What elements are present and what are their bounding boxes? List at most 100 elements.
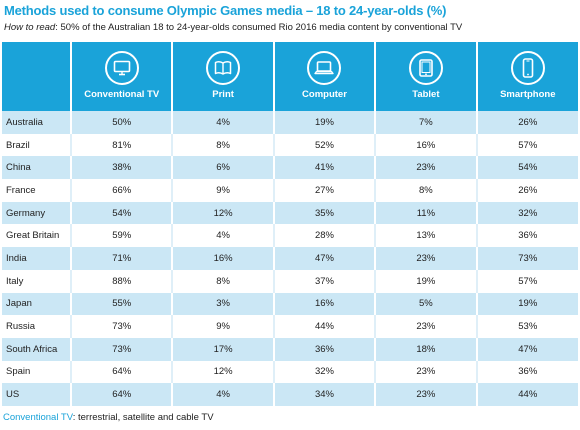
value-cell: 73% bbox=[475, 247, 578, 270]
value-cell: 16% bbox=[171, 247, 274, 270]
value-cell: 11% bbox=[374, 201, 477, 225]
value-cell: 50% bbox=[69, 111, 173, 134]
value-cell: 32% bbox=[475, 201, 578, 225]
value-cell: 52% bbox=[272, 133, 376, 157]
value-cell: 34% bbox=[272, 383, 376, 406]
column-label: Computer bbox=[302, 89, 347, 100]
value-cell: 23% bbox=[374, 360, 477, 384]
how-to-read-text: : 50% of the Australian 18 to 24-year-ol… bbox=[55, 22, 463, 33]
value-cell: 47% bbox=[475, 337, 578, 361]
smartphone-icon bbox=[510, 51, 545, 85]
value-cell: 54% bbox=[475, 156, 578, 180]
value-cell: 71% bbox=[69, 247, 173, 270]
country-name: China bbox=[2, 156, 71, 180]
table-row-germany: Germany 54% 12% 35% 11% 32% bbox=[2, 201, 578, 225]
country-name: India bbox=[2, 247, 71, 270]
footnote-term: Conventional TV bbox=[3, 412, 73, 423]
value-cell: 36% bbox=[272, 337, 376, 361]
table-row-france: France 66% 9% 27% 8% 26% bbox=[2, 179, 578, 202]
table-row-south-africa: South Africa 73% 17% 36% 18% 47% bbox=[2, 337, 578, 361]
value-cell: 36% bbox=[475, 360, 578, 384]
column-header-smartphone: Smartphone bbox=[475, 42, 578, 111]
value-cell: 4% bbox=[171, 224, 274, 248]
country-name: Great Britain bbox=[2, 224, 71, 248]
value-cell: 19% bbox=[374, 269, 477, 293]
book-icon bbox=[206, 51, 241, 85]
laptop-icon bbox=[307, 51, 342, 85]
value-cell: 23% bbox=[374, 383, 477, 406]
value-cell: 13% bbox=[374, 224, 477, 248]
country-name: Brazil bbox=[2, 133, 71, 157]
value-cell: 4% bbox=[171, 111, 274, 134]
value-cell: 64% bbox=[69, 383, 173, 406]
header-row: Conventional TV Print Computer Tablet bbox=[2, 42, 578, 111]
value-cell: 26% bbox=[475, 111, 578, 134]
value-cell: 55% bbox=[69, 292, 173, 316]
value-cell: 23% bbox=[374, 247, 477, 270]
value-cell: 12% bbox=[171, 360, 274, 384]
country-name: US bbox=[2, 383, 71, 406]
country-name: Japan bbox=[2, 292, 71, 316]
value-cell: 18% bbox=[374, 337, 477, 361]
value-cell: 19% bbox=[475, 292, 578, 316]
country-name: South Africa bbox=[2, 337, 71, 361]
value-cell: 3% bbox=[171, 292, 274, 316]
value-cell: 8% bbox=[171, 133, 274, 157]
value-cell: 73% bbox=[69, 315, 173, 338]
table-row-russia: Russia 73% 9% 44% 23% 53% bbox=[2, 315, 578, 338]
value-cell: 73% bbox=[69, 337, 173, 361]
table-row-spain: Spain 64% 12% 32% 23% 36% bbox=[2, 360, 578, 384]
value-cell: 27% bbox=[272, 179, 376, 202]
column-header-conventional-tv: Conventional TV bbox=[69, 42, 173, 111]
value-cell: 5% bbox=[374, 292, 477, 316]
country-name: Italy bbox=[2, 269, 71, 293]
value-cell: 57% bbox=[475, 133, 578, 157]
value-cell: 6% bbox=[171, 156, 274, 180]
value-cell: 81% bbox=[69, 133, 173, 157]
table-row-australia: Australia 50% 4% 19% 7% 26% bbox=[2, 111, 578, 134]
value-cell: 36% bbox=[475, 224, 578, 248]
country-name: Spain bbox=[2, 360, 71, 384]
value-cell: 23% bbox=[374, 156, 477, 180]
value-cell: 64% bbox=[69, 360, 173, 384]
table-row-japan: Japan 55% 3% 16% 5% 19% bbox=[2, 292, 578, 316]
footnote: Conventional TV: terrestrial, satellite … bbox=[3, 412, 214, 423]
value-cell: 44% bbox=[475, 383, 578, 406]
how-to-read-lead: How to read bbox=[4, 22, 56, 33]
table-row-us: US 64% 4% 34% 23% 44% bbox=[2, 383, 578, 406]
value-cell: 41% bbox=[272, 156, 376, 180]
value-cell: 16% bbox=[272, 292, 376, 316]
value-cell: 19% bbox=[272, 111, 376, 134]
value-cell: 9% bbox=[171, 315, 274, 338]
value-cell: 47% bbox=[272, 247, 376, 270]
column-label: Conventional TV bbox=[84, 89, 160, 100]
value-cell: 4% bbox=[171, 383, 274, 406]
value-cell: 37% bbox=[272, 269, 376, 293]
tablet-icon bbox=[408, 51, 443, 85]
value-cell: 26% bbox=[475, 179, 578, 202]
value-cell: 32% bbox=[272, 360, 376, 384]
column-label: Print bbox=[212, 89, 234, 100]
header-corner bbox=[2, 42, 71, 111]
column-header-tablet: Tablet bbox=[374, 42, 477, 111]
country-name: Germany bbox=[2, 201, 71, 225]
value-cell: 8% bbox=[171, 269, 274, 293]
value-cell: 38% bbox=[69, 156, 173, 180]
country-name: France bbox=[2, 179, 71, 202]
value-cell: 88% bbox=[69, 269, 173, 293]
media-table: Conventional TV Print Computer Tablet bbox=[2, 42, 578, 406]
value-cell: 7% bbox=[374, 111, 477, 134]
table-row-china: China 38% 6% 41% 23% 54% bbox=[2, 156, 578, 180]
value-cell: 66% bbox=[69, 179, 173, 202]
value-cell: 12% bbox=[171, 201, 274, 225]
footnote-text: : terrestrial, satellite and cable TV bbox=[72, 412, 214, 423]
tv-icon bbox=[104, 51, 139, 85]
value-cell: 54% bbox=[69, 201, 173, 225]
value-cell: 44% bbox=[272, 315, 376, 338]
country-name: Australia bbox=[2, 111, 71, 134]
column-header-print: Print bbox=[171, 42, 274, 111]
column-label: Smartphone bbox=[500, 89, 556, 100]
value-cell: 28% bbox=[272, 224, 376, 248]
table-row-great-britain: Great Britain 59% 4% 28% 13% 36% bbox=[2, 224, 578, 248]
value-cell: 57% bbox=[475, 269, 578, 293]
